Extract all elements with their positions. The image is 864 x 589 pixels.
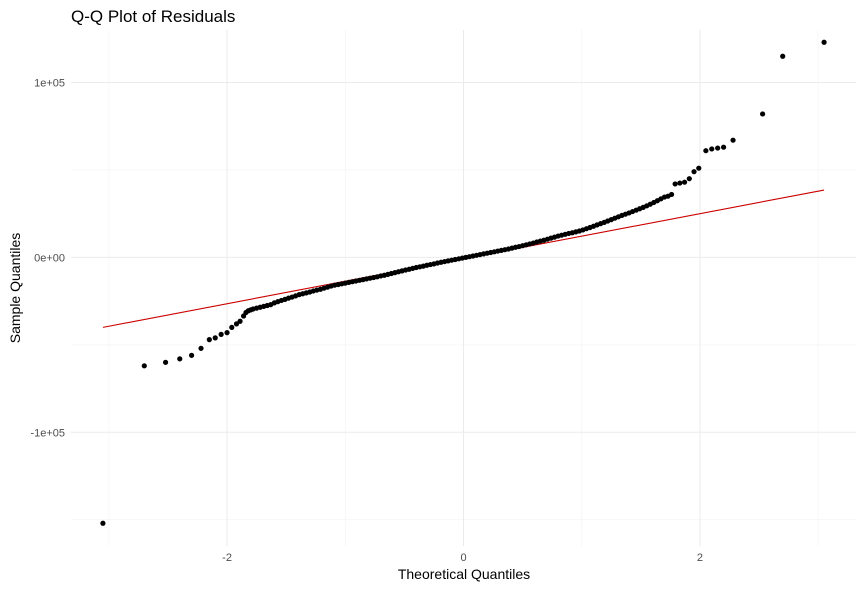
y-axis-title: Sample Quantiles (7, 233, 23, 344)
data-point-142 (703, 148, 709, 154)
y-axis-tick-labels: -1e+05 0e+00 1e+05 (30, 77, 65, 439)
data-point-3 (177, 356, 183, 362)
data-point-7 (212, 335, 218, 341)
chart-title: Q-Q Plot of Residuals (71, 7, 235, 26)
data-point-144 (715, 145, 721, 151)
x-tick-label-1: 0 (460, 552, 466, 564)
data-point-0 (100, 520, 106, 526)
data-point-5 (198, 345, 204, 351)
data-point-11 (233, 321, 240, 327)
data-point-143 (709, 146, 715, 152)
data-point-138 (681, 179, 688, 185)
data-point-1 (141, 363, 147, 369)
data-point-4 (188, 352, 195, 358)
data-point-145 (720, 144, 727, 150)
data-point-141 (696, 165, 702, 171)
data-point-149 (821, 39, 827, 45)
grid (71, 30, 856, 546)
y-tick-label-0: -1e+05 (30, 427, 65, 439)
data-point-147 (760, 111, 766, 117)
data-point-137 (677, 180, 683, 186)
data-point-136 (672, 181, 678, 187)
y-tick-label-2: 1e+05 (34, 77, 65, 89)
x-tick-label-2: 2 (697, 552, 703, 564)
data-point-139 (686, 176, 692, 182)
data-point-8 (218, 331, 224, 337)
x-axis-title: Theoretical Quantiles (398, 566, 530, 582)
data-point-6 (206, 337, 212, 343)
data-point-12 (237, 318, 243, 324)
data-point-135 (668, 191, 675, 198)
data-points (100, 39, 827, 526)
data-point-2 (162, 359, 169, 365)
data-point-10 (229, 324, 235, 330)
x-axis-tick-labels: -2 0 2 (222, 552, 703, 564)
data-point-9 (224, 330, 230, 336)
data-point-140 (691, 169, 697, 175)
data-point-146 (730, 137, 736, 143)
x-tick-label-0: -2 (222, 552, 232, 564)
y-tick-label-1: 0e+00 (34, 252, 65, 264)
data-point-148 (780, 53, 786, 59)
